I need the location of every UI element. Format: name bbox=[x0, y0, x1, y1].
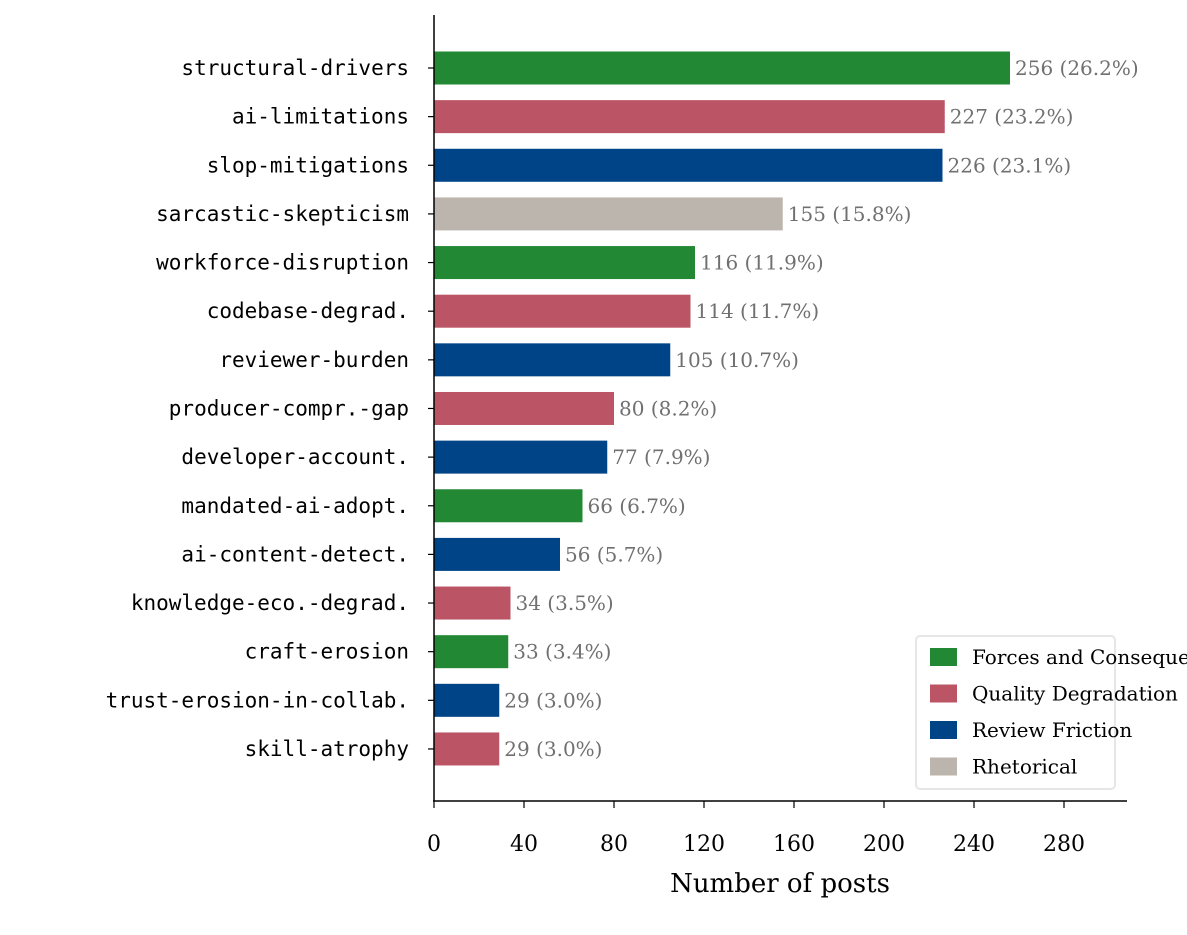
y-tick-label: ai-limitations bbox=[232, 105, 409, 129]
legend-frame bbox=[915, 635, 1116, 790]
legend-entry: Rhetorical bbox=[972, 755, 1077, 779]
bar-producer-compr.-gap bbox=[434, 391, 614, 425]
data-label: 34 (3.5%) bbox=[516, 591, 614, 615]
x-axis-label: Number of posts bbox=[670, 869, 890, 899]
bar-structural-drivers bbox=[434, 51, 1010, 85]
x-tick-label: 240 bbox=[953, 832, 995, 857]
data-label: 105 (10.7%) bbox=[675, 348, 799, 372]
y-tick-label: skill-atrophy bbox=[245, 737, 409, 761]
data-label: 29 (3.0%) bbox=[504, 688, 602, 712]
legend-swatch bbox=[930, 648, 957, 666]
bar-ai-limitations bbox=[434, 100, 945, 134]
legend-swatch bbox=[930, 684, 957, 703]
y-tick-label: producer-compr.-gap bbox=[169, 396, 409, 420]
data-label: 226 (23.1%) bbox=[948, 153, 1072, 177]
x-tick-label: 280 bbox=[1043, 832, 1085, 857]
bar-trust-erosion-in-collab. bbox=[434, 683, 500, 717]
x-tick-label: 0 bbox=[427, 832, 441, 857]
bar-codebase-degrad. bbox=[434, 294, 691, 328]
data-label: 29 (3.0%) bbox=[504, 737, 602, 761]
x-tick-label: 120 bbox=[683, 832, 725, 857]
data-label: 33 (3.4%) bbox=[513, 640, 611, 664]
y-tick-label: workforce-disruption bbox=[156, 251, 409, 275]
bar-developer-account. bbox=[434, 440, 608, 474]
x-tick-label: 200 bbox=[863, 832, 905, 857]
y-tick-label: codebase-degrad. bbox=[207, 299, 409, 323]
y-tick-label: knowledge-eco.-degrad. bbox=[131, 591, 409, 615]
bar-slop-mitigations bbox=[434, 148, 943, 182]
bar-knowledge-eco.-degrad. bbox=[434, 586, 511, 620]
legend-swatch bbox=[930, 757, 957, 776]
x-tick-label: 160 bbox=[773, 832, 815, 857]
y-tick-label: craft-erosion bbox=[245, 640, 409, 664]
y-tick-label: mandated-ai-adopt. bbox=[181, 494, 409, 518]
legend-swatch bbox=[930, 721, 957, 739]
legend-entry: Forces and Consequences bbox=[972, 645, 1187, 669]
bar-craft-erosion bbox=[434, 635, 509, 669]
data-label: 80 (8.2%) bbox=[619, 396, 717, 420]
legend-entry: Quality Degradation bbox=[972, 682, 1178, 706]
x-tick-label: 40 bbox=[510, 832, 538, 857]
data-label: 114 (11.7%) bbox=[696, 299, 820, 323]
bar-skill-atrophy bbox=[434, 732, 500, 766]
bar-workforce-disruption bbox=[434, 246, 695, 280]
data-label: 66 (6.7%) bbox=[588, 494, 686, 518]
bar-ai-content-detect. bbox=[434, 537, 560, 571]
data-label: 116 (11.9%) bbox=[700, 251, 824, 275]
bar-mandated-ai-adopt. bbox=[434, 489, 583, 523]
data-label: 155 (15.8%) bbox=[788, 202, 912, 226]
bar-reviewer-burden bbox=[434, 343, 671, 377]
data-label: 56 (5.7%) bbox=[565, 542, 663, 566]
legend-entry: Review Friction bbox=[972, 718, 1132, 742]
data-label: 227 (23.2%) bbox=[950, 105, 1074, 129]
y-tick-label: slop-mitigations bbox=[207, 153, 409, 177]
y-tick-label: trust-erosion-in-collab. bbox=[106, 688, 409, 712]
bar-sarcastic-skepticism bbox=[434, 197, 783, 231]
y-tick-label: sarcastic-skepticism bbox=[156, 202, 409, 226]
y-tick-label: structural-drivers bbox=[181, 56, 409, 80]
data-label: 77 (7.9%) bbox=[612, 445, 710, 469]
y-tick-label: reviewer-burden bbox=[219, 348, 409, 372]
y-tick-label: ai-content-detect. bbox=[181, 542, 409, 566]
y-tick-label: developer-account. bbox=[181, 445, 409, 469]
x-tick-label: 80 bbox=[600, 832, 628, 857]
legend: Forces and Consequences Quality Degradati… bbox=[915, 635, 1187, 790]
data-label: 256 (26.2%) bbox=[1015, 56, 1139, 80]
